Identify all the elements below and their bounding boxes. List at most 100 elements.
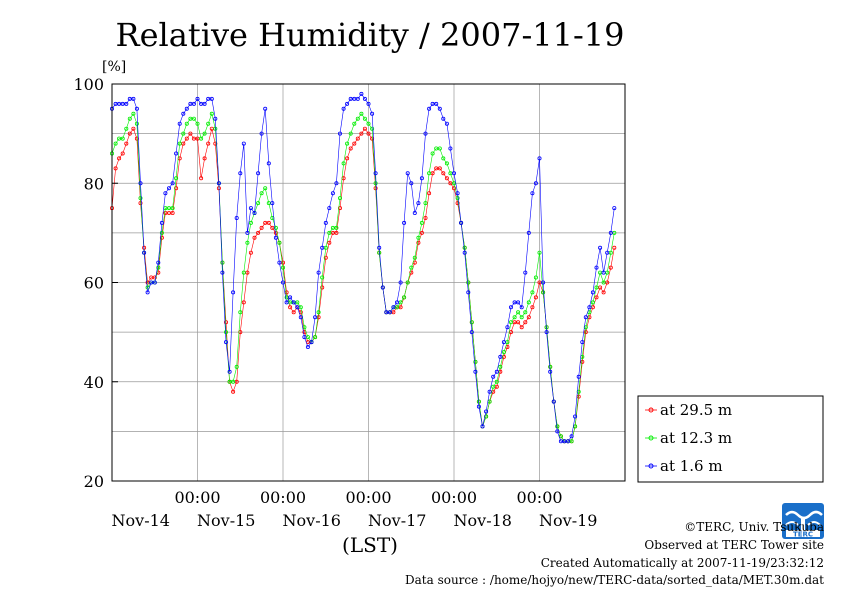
- data-point: [348, 131, 353, 136]
- data-point: [530, 191, 535, 196]
- data-point: [234, 215, 239, 220]
- data-point: [313, 335, 318, 340]
- data-point: [469, 320, 474, 325]
- data-point: [434, 101, 439, 106]
- data-point: [519, 305, 524, 310]
- data-point: [345, 156, 350, 161]
- data-point: [548, 369, 553, 374]
- data-point: [195, 96, 200, 101]
- data-point: [199, 136, 204, 141]
- data-point: [145, 290, 150, 295]
- legend-swatch-marker: [648, 463, 654, 469]
- data-point: [444, 161, 449, 166]
- data-point: [608, 230, 613, 235]
- data-point: [206, 121, 211, 126]
- data-point: [587, 315, 592, 320]
- data-point: [391, 305, 396, 310]
- y-tick-label: 40: [84, 373, 104, 392]
- data-point: [245, 240, 250, 245]
- data-point: [441, 156, 446, 161]
- data-point: [345, 101, 350, 106]
- data-point: [323, 220, 328, 225]
- data-point: [302, 335, 307, 340]
- data-point: [423, 131, 428, 136]
- data-point: [409, 181, 414, 186]
- data-point: [124, 126, 129, 131]
- data-point: [337, 196, 342, 201]
- data-point: [373, 171, 378, 176]
- legend-label: at 1.6 m: [660, 457, 723, 475]
- data-point: [484, 414, 489, 419]
- terc-logo: TERC: [782, 503, 824, 543]
- data-point: [419, 220, 424, 225]
- data-point: [441, 116, 446, 121]
- x-date-label: Nov-19: [539, 511, 597, 530]
- data-point: [476, 404, 481, 409]
- data-point: [484, 409, 489, 414]
- data-point: [152, 275, 157, 280]
- data-point: [419, 230, 424, 235]
- data-point: [252, 210, 257, 215]
- data-point: [166, 186, 171, 191]
- data-point: [526, 230, 531, 235]
- data-point: [248, 220, 253, 225]
- data-point: [263, 106, 268, 111]
- data-point: [238, 310, 243, 315]
- data-point: [181, 111, 186, 116]
- data-point: [234, 364, 239, 369]
- data-point: [355, 96, 360, 101]
- data-point: [248, 206, 253, 211]
- data-point: [544, 330, 549, 335]
- data-point: [120, 136, 125, 141]
- credit-created: Created Automatically at 2007-11-19/23:3…: [540, 556, 824, 570]
- data-point: [498, 354, 503, 359]
- legend-label: at 29.5 m: [660, 401, 732, 419]
- data-point: [273, 230, 278, 235]
- data-point: [569, 434, 574, 439]
- data-point: [494, 379, 499, 384]
- data-point: [245, 230, 250, 235]
- data-point: [541, 280, 546, 285]
- data-point: [473, 369, 478, 374]
- credit-observed: Observed at TERC Tower site: [644, 538, 824, 552]
- data-point: [501, 340, 506, 345]
- data-point: [405, 171, 410, 176]
- data-point: [259, 191, 264, 196]
- terc-logo-icon: TERC: [782, 503, 824, 539]
- data-point: [156, 265, 161, 270]
- data-point: [241, 141, 246, 146]
- data-point: [473, 359, 478, 364]
- data-point: [590, 300, 595, 305]
- data-point: [223, 340, 228, 345]
- data-point: [191, 116, 196, 121]
- data-point: [231, 290, 236, 295]
- data-point: [337, 206, 342, 211]
- data-point: [366, 131, 371, 136]
- data-point: [555, 424, 560, 429]
- data-point: [455, 191, 460, 196]
- data-point: [220, 260, 225, 265]
- data-point: [594, 285, 599, 290]
- y-tick-label: 60: [84, 274, 104, 293]
- chart-title: Relative Humidity / 2007-11-19: [116, 16, 625, 54]
- data-point: [320, 275, 325, 280]
- data-point: [113, 166, 118, 171]
- x-time-label: 00:00: [345, 488, 391, 507]
- data-point: [412, 210, 417, 215]
- data-point: [266, 161, 271, 166]
- data-point: [541, 290, 546, 295]
- series-1: [110, 111, 617, 444]
- data-point: [316, 270, 321, 275]
- series-layer: [110, 91, 617, 444]
- data-point: [437, 166, 442, 171]
- legend-label: at 12.3 m: [660, 429, 732, 447]
- data-point: [202, 101, 207, 106]
- data-point: [142, 250, 147, 255]
- data-point: [131, 96, 136, 101]
- data-point: [170, 181, 175, 186]
- series-line: [111, 112, 615, 442]
- data-point: [362, 126, 367, 131]
- data-point: [241, 270, 246, 275]
- data-point: [416, 240, 421, 245]
